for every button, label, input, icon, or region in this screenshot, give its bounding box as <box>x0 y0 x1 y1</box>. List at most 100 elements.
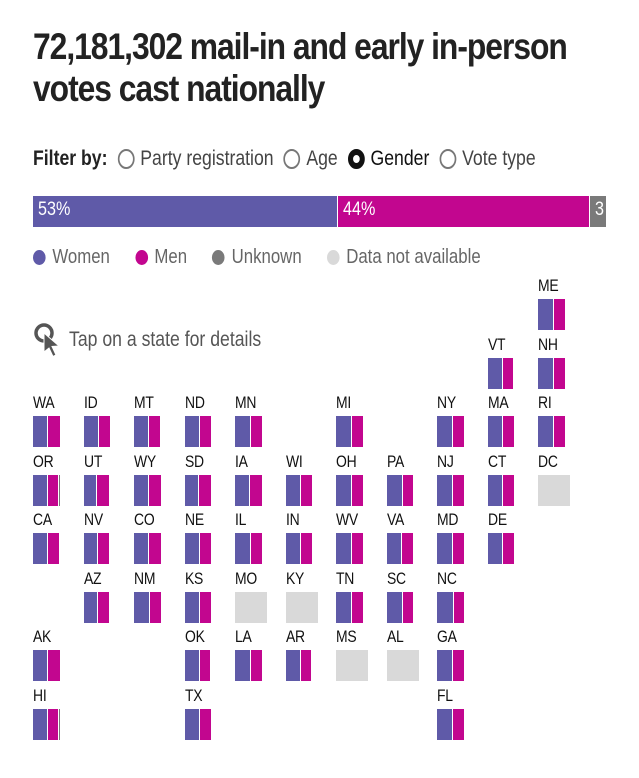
state-tile-ak[interactable]: AK <box>33 628 63 681</box>
state-bar-women <box>336 591 351 623</box>
state-label: CO <box>134 510 155 529</box>
state-tile-id[interactable]: ID <box>83 394 114 447</box>
state-bar <box>437 533 464 564</box>
state-tile-tx[interactable]: TX <box>184 686 215 740</box>
state-tile-az[interactable]: AZ <box>83 569 114 623</box>
bar-segment-women: 53% <box>33 196 337 227</box>
state-tile-wa[interactable]: WA <box>33 394 63 447</box>
state-tile-ct[interactable]: CT <box>487 451 518 506</box>
state-tile-ca[interactable]: CA <box>33 511 63 564</box>
state-bar <box>285 650 313 681</box>
state-bar-men <box>502 533 514 564</box>
state-label: MO <box>235 568 257 588</box>
state-bar-men <box>350 533 363 564</box>
state-tile-ky[interactable]: KY <box>285 569 318 623</box>
state-bar-women <box>33 708 47 740</box>
state-bar-men <box>452 474 464 506</box>
state-bar <box>235 650 262 681</box>
state-tile-la[interactable]: LA <box>235 628 265 681</box>
legend-item-not-available: Data not available <box>326 246 481 269</box>
state-tile-md[interactable]: MD <box>437 511 467 564</box>
state-tile-vt[interactable]: VT <box>487 335 518 389</box>
state-bar-women <box>386 591 402 623</box>
state-bar-men <box>148 474 161 506</box>
state-tile-mo[interactable]: MO <box>235 568 267 623</box>
state-tile-in[interactable]: IN <box>285 511 316 564</box>
state-bar <box>33 708 60 740</box>
state-bar-men <box>501 357 514 389</box>
state-tile-fl[interactable]: FL <box>437 686 467 740</box>
state-label: GA <box>437 627 457 646</box>
state-bar <box>134 533 161 564</box>
page-title: 72,181,302 mail-in and early in-person v… <box>33 26 568 109</box>
state-tile-mn[interactable]: MN <box>235 394 265 447</box>
state-tile-il[interactable]: IL <box>235 511 265 564</box>
state-tile-ia[interactable]: IA <box>235 452 265 506</box>
filter-option-gender[interactable]: Gender <box>347 147 430 171</box>
state-bar <box>184 591 212 623</box>
state-tile-oh[interactable]: OH <box>336 451 366 506</box>
state-label: UT <box>83 451 102 471</box>
state-tile-ut[interactable]: UT <box>83 451 114 506</box>
state-label: DC <box>538 451 558 471</box>
filter-option-vote-type[interactable]: Vote type <box>439 147 536 171</box>
state-tile-or[interactable]: OR <box>33 452 63 506</box>
state-bar-not-available <box>336 650 368 681</box>
legend-item-women: Women <box>33 246 110 269</box>
state-bar-women <box>83 591 98 623</box>
legend: Women Men Unknown Data not available <box>33 246 506 269</box>
state-tile-de[interactable]: DE <box>487 511 518 564</box>
state-tile-wi[interactable]: WI <box>285 452 316 506</box>
state-bar-women <box>184 591 200 623</box>
state-tile-nh[interactable]: NH <box>538 335 568 389</box>
state-tile-mi[interactable]: MI <box>336 394 366 447</box>
state-tile-hi[interactable]: HI <box>33 686 63 740</box>
state-tile-nd[interactable]: ND <box>184 394 215 447</box>
state-bar <box>184 650 212 681</box>
state-label: OH <box>336 451 357 471</box>
state-tile-ga[interactable]: GA <box>437 627 467 681</box>
filter-option-label: Gender <box>370 147 430 170</box>
state-bar-unknown <box>513 533 515 564</box>
state-tile-sc[interactable]: SC <box>386 569 417 623</box>
state-tile-sd[interactable]: SD <box>184 452 215 506</box>
state-bar <box>487 474 515 506</box>
state-bar <box>487 357 515 389</box>
state-tile-ms[interactable]: MS <box>336 628 368 681</box>
state-tile-nv[interactable]: NV <box>83 511 114 564</box>
state-bar-women <box>437 591 453 623</box>
state-tile-wy[interactable]: WY <box>134 452 164 506</box>
state-bar-women <box>386 474 402 506</box>
state-tile-al[interactable]: AL <box>386 628 419 681</box>
state-tile-nj[interactable]: NJ <box>437 452 467 506</box>
state-bar-women <box>336 533 351 564</box>
state-tile-tn[interactable]: TN <box>336 569 366 623</box>
state-bar-women <box>184 650 199 681</box>
state-tile-ne[interactable]: NE <box>184 511 215 564</box>
state-tile-ny[interactable]: NY <box>437 394 467 447</box>
state-tile-pa[interactable]: PA <box>386 452 417 506</box>
state-bar <box>437 416 464 447</box>
state-bar-men <box>97 533 110 564</box>
state-tile-ar[interactable]: AR <box>285 628 316 681</box>
filter-option-party-registration[interactable]: Party registration <box>117 147 274 171</box>
state-tile-ma[interactable]: MA <box>487 394 518 447</box>
state-tile-dc[interactable]: DC <box>538 451 570 506</box>
state-tile-co[interactable]: CO <box>134 510 164 564</box>
radio-icon <box>283 149 301 169</box>
state-tile-va[interactable]: VA <box>386 511 417 564</box>
filter-option-age[interactable]: Age <box>283 147 338 171</box>
state-bar <box>437 708 464 740</box>
state-tile-mt[interactable]: MT <box>134 394 164 447</box>
state-bar-men <box>249 533 262 564</box>
state-label: CT <box>487 451 506 471</box>
state-tile-ri[interactable]: RI <box>538 394 568 447</box>
state-tile-me[interactable]: ME <box>538 277 568 330</box>
state-bar-men <box>552 299 565 330</box>
state-tile-nc[interactable]: NC <box>437 569 467 623</box>
state-bar-men <box>552 357 565 389</box>
state-tile-wv[interactable]: WV <box>336 511 366 564</box>
state-tile-nm[interactable]: NM <box>134 569 164 623</box>
state-tile-ks[interactable]: KS <box>184 569 215 623</box>
state-tile-ok[interactable]: OK <box>184 628 215 681</box>
